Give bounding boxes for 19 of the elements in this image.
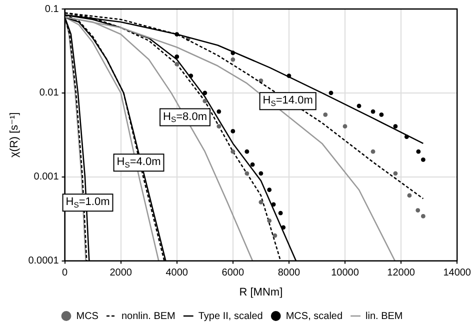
y-tick-label: 0.01 [39,88,60,99]
legend-label: nonlin. BEM [121,310,176,322]
x-tick-label: 6000 [222,268,244,279]
x-tick-label: 4000 [166,268,188,279]
legend-label: lin. BEM [366,310,403,322]
x-tick-label: 10000 [331,268,360,279]
legend-label: MCS, scaled [286,310,343,322]
x-axis-title: R [MNm] [239,286,283,298]
y-tick-label: 0.1 [44,4,60,15]
x-tick-label: 0 [62,268,68,279]
y-tick-label: 0.0001 [28,256,60,267]
legend-label: Type II, scaled [198,310,263,322]
legend-label: MCS [76,310,99,322]
x-tick-label: 2000 [110,268,132,279]
y-axis-title: χ(R) [s⁻¹] [8,112,21,158]
x-tick-label: 8000 [278,268,301,279]
x-tick-label: 14000 [443,268,472,279]
x-tick-label: 12000 [387,268,416,279]
y-tick-label: 0.001 [34,172,60,183]
